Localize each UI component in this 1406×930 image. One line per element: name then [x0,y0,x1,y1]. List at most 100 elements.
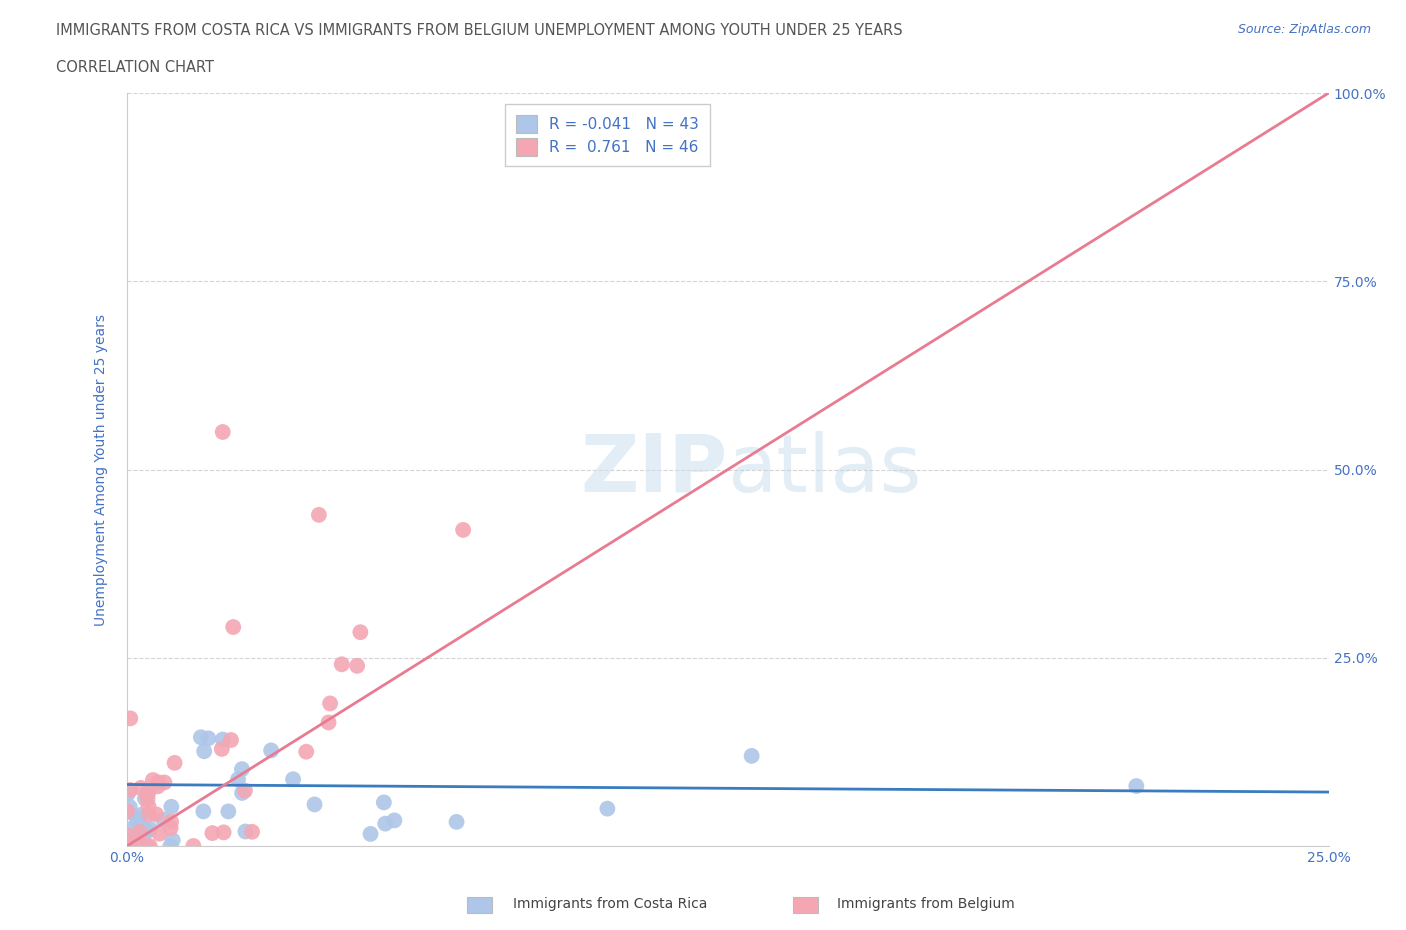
Point [318,715,340,730]
Point [373,795,395,810]
Point [125,839,148,854]
Point [139,839,162,854]
Point [197,731,219,746]
Point [183,839,205,854]
Point [134,839,156,854]
Text: IMMIGRANTS FROM COSTA RICA VS IMMIGRANTS FROM BELGIUM UNEMPLOYMENT AMONG YOUTH U: IMMIGRANTS FROM COSTA RICA VS IMMIGRANTS… [56,23,903,38]
Text: ZIP: ZIP [581,431,728,509]
Point [135,823,157,838]
Point [193,744,215,759]
Point [128,823,150,838]
Y-axis label: Unemployment Among Youth under 25 years: Unemployment Among Youth under 25 years [94,313,108,626]
Point [226,772,249,787]
Point [138,799,160,814]
Legend: R = -0.041   N = 43, R =  0.761   N = 46: R = -0.041 N = 43, R = 0.761 N = 46 [505,104,710,166]
Point [162,833,184,848]
Point [129,780,152,795]
Point [136,786,159,801]
Point [741,749,763,764]
Text: Source: ZipAtlas.com: Source: ZipAtlas.com [1237,23,1371,36]
Point [201,826,224,841]
Point [145,807,167,822]
Bar [793,897,818,913]
Point [360,827,382,842]
Point [160,815,183,830]
Point [139,821,162,836]
Point [235,824,257,839]
Point [128,825,150,840]
Point [134,826,156,841]
Point [281,772,304,787]
Point [211,732,233,747]
Point [129,839,152,854]
Point [136,786,159,801]
Point [153,775,176,790]
Point [138,807,160,822]
Point [120,839,142,854]
Point [152,812,174,827]
Point [117,804,139,819]
Point [132,839,155,854]
Point [219,733,242,748]
Point [211,741,233,756]
Point [129,807,152,822]
Point [374,817,396,831]
Point [304,797,326,812]
Point [193,804,215,818]
Point [148,826,170,841]
Point [142,773,165,788]
Point [124,839,146,854]
Point [217,804,239,818]
Point [159,839,181,854]
Point [1125,778,1147,793]
Point [128,812,150,827]
Point [596,802,619,817]
Bar [467,897,492,913]
Point [346,658,368,673]
Point [125,832,148,847]
Point [446,815,468,830]
Text: Immigrants from Belgium: Immigrants from Belgium [837,897,1014,911]
Point [212,825,235,840]
Point [160,800,183,815]
Point [260,743,283,758]
Point [231,786,253,801]
Point [222,619,245,634]
Point [163,755,186,770]
Point [211,425,233,440]
Point [132,823,155,838]
Text: Immigrants from Costa Rica: Immigrants from Costa Rica [513,897,707,911]
Point [233,783,256,798]
Point [382,813,405,828]
Point [120,711,142,725]
Point [118,800,141,815]
Point [135,839,157,854]
Point [148,775,170,790]
Point [117,787,139,802]
Point [136,791,159,806]
Point [122,832,145,847]
Point [146,779,169,794]
Point [349,625,371,640]
Point [117,822,139,837]
Point [319,696,342,711]
Point [132,825,155,840]
Text: CORRELATION CHART: CORRELATION CHART [56,60,214,75]
Point [190,730,212,745]
Point [330,657,353,671]
Point [451,523,474,538]
Point [134,791,156,806]
Point [295,744,318,759]
Point [231,762,253,777]
Point [128,811,150,826]
Point [308,508,330,523]
Point [115,804,138,818]
Point [240,824,263,839]
Point [125,814,148,829]
Text: atlas: atlas [728,431,922,509]
Point [121,839,143,854]
Point [159,820,181,835]
Point [117,828,139,843]
Point [120,782,142,797]
Point [136,839,159,854]
